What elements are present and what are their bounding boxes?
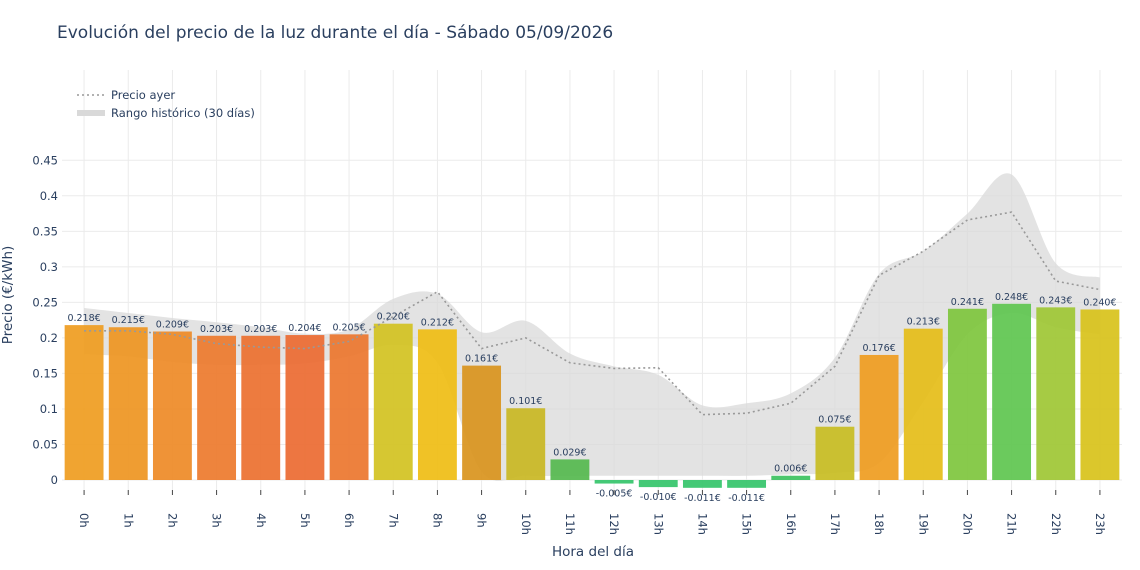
- bar-12h: [594, 480, 634, 484]
- bar-value-label: 0.213€: [907, 317, 940, 328]
- y-tick-label: 0.3: [40, 260, 58, 274]
- bar-4h: [241, 335, 281, 480]
- x-tick-label: 8h: [430, 513, 444, 528]
- legend-yesterday-label: Precio ayer: [111, 88, 175, 102]
- x-tick-label: 22h: [1049, 513, 1063, 535]
- x-tick-label: 0h: [77, 513, 91, 528]
- legend: Precio ayer Rango histórico (30 días): [77, 88, 255, 120]
- bar-8h: [417, 329, 457, 480]
- x-tick-label: 17h: [828, 513, 842, 535]
- bar-2h: [152, 331, 192, 480]
- x-tick-label: 6h: [342, 513, 356, 528]
- x-tick-label: 19h: [916, 513, 930, 535]
- x-tick-label: 7h: [386, 513, 400, 528]
- bar-value-label: 0.243€: [1039, 295, 1072, 306]
- bar-value-label: 0.204€: [288, 323, 321, 334]
- bar-15h: [727, 480, 767, 488]
- bar-20h: [947, 308, 987, 480]
- y-tick-label: 0.45: [32, 153, 58, 167]
- x-tick-label: 1h: [121, 513, 135, 528]
- bar-value-label: 0.029€: [553, 447, 586, 458]
- bar-17h: [815, 426, 855, 480]
- y-tick-label: 0.4: [40, 189, 58, 203]
- bar-5h: [285, 335, 325, 480]
- bar-value-label: 0.205€: [332, 322, 365, 333]
- bar-value-label: 0.220€: [377, 312, 410, 323]
- bar-value-label: 0.209€: [156, 320, 189, 331]
- x-tick-label: 20h: [960, 513, 974, 535]
- historical-range-band: [84, 173, 1100, 481]
- bar-value-label: -0.011€: [728, 493, 765, 504]
- bar-23h: [1080, 309, 1120, 480]
- bar-value-label: 0.203€: [200, 324, 233, 335]
- x-tick-label: 14h: [695, 513, 709, 535]
- bar-value-label: -0.010€: [640, 492, 677, 503]
- x-tick-label: 9h: [475, 513, 489, 528]
- x-tick-label: 15h: [740, 513, 754, 535]
- bar-value-label: -0.011€: [684, 493, 721, 504]
- bar-value-label: 0.161€: [465, 354, 498, 365]
- y-tick-label: 0.05: [32, 437, 58, 451]
- y-axis-title: Precio (€/kWh): [0, 246, 16, 345]
- bar-7h: [373, 323, 413, 480]
- x-tick-label: 21h: [1005, 513, 1019, 535]
- bar-value-label: 0.215€: [112, 315, 145, 326]
- bar-14h: [682, 480, 722, 488]
- x-tick-label: 10h: [519, 513, 533, 535]
- legend-range-label: Rango histórico (30 días): [111, 106, 255, 120]
- y-tick-label: 0.25: [32, 295, 58, 309]
- x-tick-label: 18h: [872, 513, 886, 535]
- y-tick-label: 0.1: [40, 402, 58, 416]
- x-tick-label: 3h: [210, 513, 224, 528]
- historical-range-area: [84, 173, 1100, 481]
- bar-value-label: 0.075€: [818, 415, 851, 426]
- bar-19h: [903, 328, 943, 480]
- bar-value-label: 0.240€: [1083, 297, 1116, 308]
- yesterday-line-layer: [84, 211, 1101, 416]
- bar-1h: [108, 327, 148, 480]
- yesterday-price-line: [84, 211, 1101, 416]
- x-tick-label: 12h: [607, 513, 621, 535]
- bar-9h: [462, 365, 502, 480]
- x-tick-label: 4h: [254, 513, 268, 528]
- y-tick-label: 0.35: [32, 224, 58, 238]
- bar-6h: [329, 334, 369, 480]
- bar-value-label: 0.218€: [67, 313, 100, 324]
- y-tick-label: 0.15: [32, 366, 58, 380]
- bar-3h: [197, 335, 237, 480]
- bar-value-label: 0.241€: [951, 297, 984, 308]
- bar-value-label: 0.101€: [509, 396, 542, 407]
- bar-value-label: 0.176€: [862, 343, 895, 354]
- bar-10h: [506, 408, 546, 480]
- bar-13h: [638, 480, 678, 488]
- y-tick-label: 0: [51, 473, 58, 487]
- x-axis: 0h 1h 2h 3h 4h 5h 6h 7h 8h 9h 10h 11h 12h 13h 14h 15h 16…: [77, 490, 1107, 535]
- bar-layer: [64, 303, 1120, 488]
- bar-0h: [64, 325, 104, 480]
- x-axis-title: Hora del día: [552, 544, 634, 560]
- chart-title: Evolución del precio de la luz durante e…: [57, 23, 613, 43]
- y-axis: 0 0.05 0.1 0.15 0.2 0.25 0.3 0.35 0.4 0.45: [32, 153, 58, 487]
- x-tick-label: 13h: [651, 513, 665, 535]
- legend-range-swatch: [77, 110, 105, 116]
- x-tick-label: 23h: [1093, 513, 1107, 535]
- y-tick-label: 0.2: [40, 331, 58, 345]
- bar-22h: [1036, 307, 1076, 480]
- x-tick-label: 16h: [784, 513, 798, 535]
- x-tick-label: 5h: [298, 513, 312, 528]
- bar-value-label: 0.212€: [421, 317, 454, 328]
- bar-11h: [550, 459, 590, 480]
- bar-21h: [992, 303, 1032, 480]
- bar-16h: [771, 475, 811, 480]
- x-tick-label: 11h: [563, 513, 577, 535]
- x-tick-label: 2h: [165, 513, 179, 528]
- bar-value-label: 0.248€: [995, 292, 1028, 303]
- bar-18h: [859, 354, 899, 480]
- bar-value-label: 0.203€: [244, 324, 277, 335]
- bar-value-label: 0.006€: [774, 464, 807, 475]
